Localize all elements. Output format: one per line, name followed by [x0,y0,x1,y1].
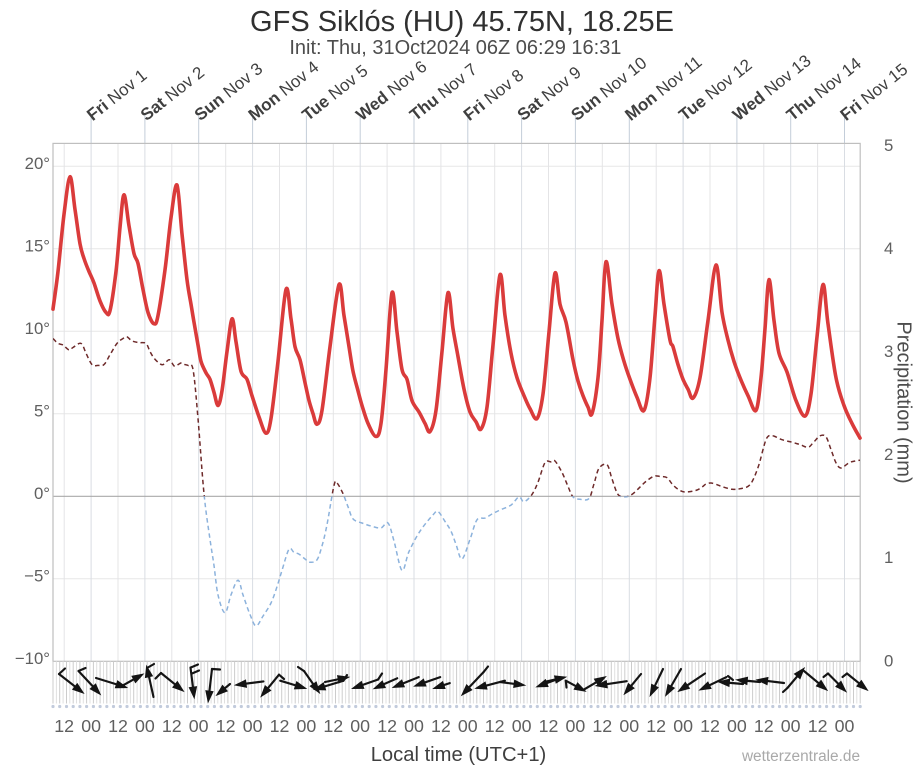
svg-text:00: 00 [512,716,532,736]
svg-text:12: 12 [808,716,828,736]
svg-text:Precipitation (mm): Precipitation (mm) [893,321,915,483]
svg-text:5°: 5° [34,402,50,421]
svg-text:12: 12 [108,716,128,736]
svg-text:−10°: −10° [15,649,50,668]
svg-text:00: 00 [350,716,370,736]
svg-text:−5°: −5° [24,567,50,586]
svg-text:12: 12 [162,716,182,736]
svg-text:00: 00 [781,716,801,736]
svg-text:00: 00 [566,716,586,736]
svg-text:12: 12 [431,716,451,736]
svg-text:15°: 15° [25,237,50,256]
svg-text:00: 00 [135,716,155,736]
svg-text:Local time (UTC+1): Local time (UTC+1) [371,744,547,766]
svg-text:00: 00 [673,716,693,736]
svg-text:0: 0 [884,651,893,670]
svg-text:12: 12 [485,716,505,736]
svg-text:12: 12 [216,716,236,736]
svg-text:00: 00 [619,716,639,736]
svg-text:wetterzentrale.de: wetterzentrale.de [741,748,860,765]
svg-text:GFS Siklós (HU) 45.75N, 18.25E: GFS Siklós (HU) 45.75N, 18.25E [250,6,674,38]
svg-text:0°: 0° [34,484,50,503]
svg-text:12: 12 [323,716,343,736]
svg-text:5: 5 [884,136,893,155]
svg-text:12: 12 [377,716,397,736]
svg-text:12: 12 [54,716,74,736]
svg-text:1: 1 [884,548,893,567]
svg-text:2: 2 [884,445,893,464]
svg-text:12: 12 [754,716,774,736]
svg-text:00: 00 [404,716,424,736]
svg-text:12: 12 [700,716,720,736]
svg-text:20°: 20° [25,154,50,173]
svg-text:00: 00 [189,716,209,736]
svg-text:12: 12 [539,716,559,736]
svg-text:10°: 10° [25,319,50,338]
svg-text:4: 4 [884,239,893,258]
svg-text:00: 00 [727,716,747,736]
svg-text:00: 00 [458,716,478,736]
svg-text:00: 00 [835,716,855,736]
svg-text:Init: Thu, 31Oct2024 06Z 06:29: Init: Thu, 31Oct2024 06Z 06:29 16:31 [289,37,621,59]
svg-text:00: 00 [81,716,101,736]
svg-text:12: 12 [592,716,612,736]
svg-text:3: 3 [884,342,893,361]
svg-text:00: 00 [297,716,317,736]
svg-text:12: 12 [646,716,666,736]
svg-text:00: 00 [243,716,263,736]
svg-text:12: 12 [270,716,290,736]
